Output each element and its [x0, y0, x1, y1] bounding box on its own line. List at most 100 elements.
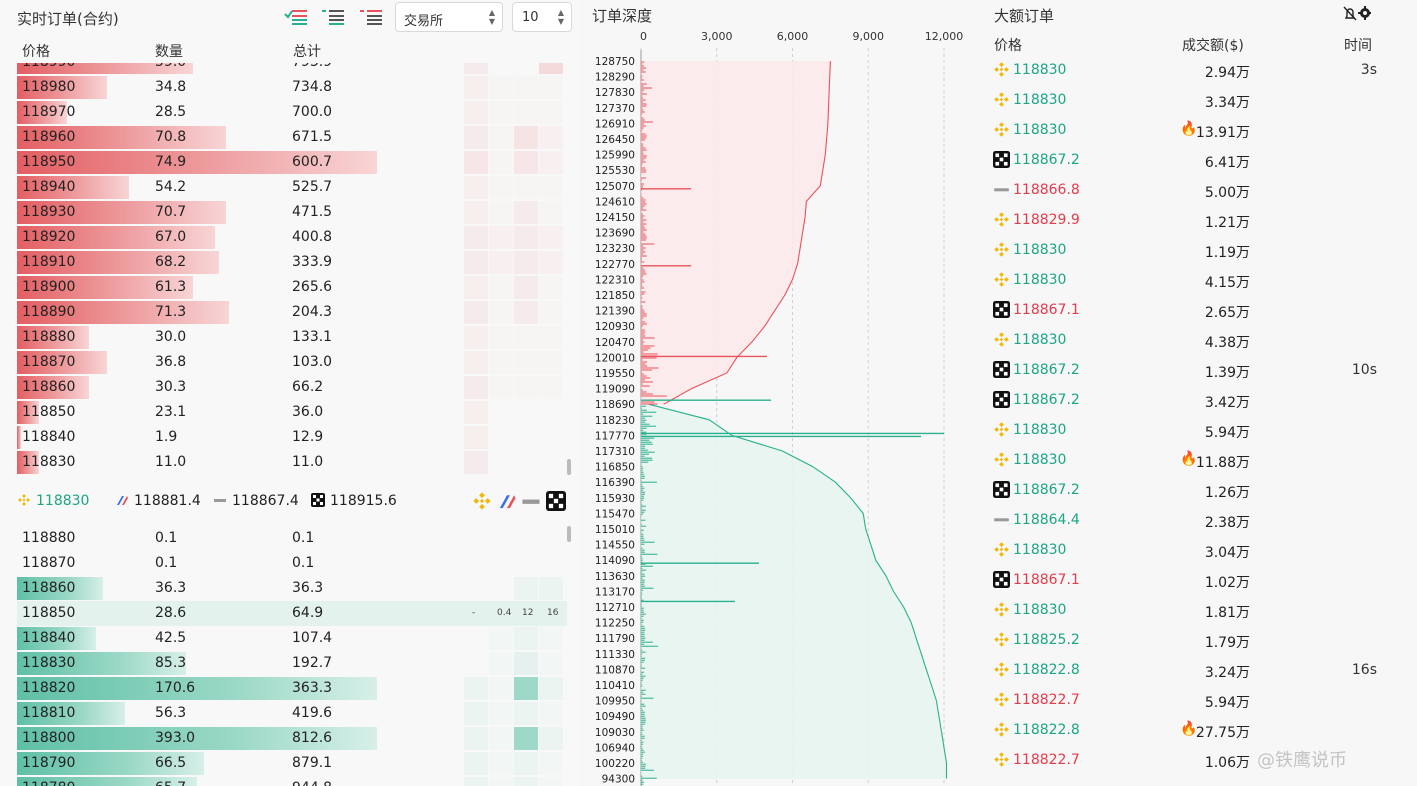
view-both-icon[interactable] — [283, 7, 309, 27]
exchange-price-bitget: 118867.4 — [213, 493, 299, 509]
big-order-row[interactable]: 118867.2 3.42万 — [987, 386, 1417, 416]
ask-row[interactable]: 118930 70.7 471.5 — [17, 200, 567, 225]
ask-row[interactable]: 118980 34.8 734.8 — [17, 75, 567, 100]
big-order-row[interactable]: 118867.1 1.02万 — [987, 566, 1417, 596]
ask-row[interactable]: 118950 74.9 600.7 — [17, 150, 567, 175]
heat-cell — [514, 777, 538, 786]
depth-select-value: 10 — [522, 10, 539, 25]
heat-cell — [514, 226, 538, 249]
price-tick-label: 126450 — [595, 134, 635, 146]
ask-row[interactable]: 118830 11.0 11.0 — [17, 450, 567, 475]
bids-list[interactable]: 118880 0.1 0.1 118870 0.1 0.1 118860 36.3 36.3 - 0… — [17, 526, 567, 786]
big-order-row[interactable]: 118830 🔥 13.91万 — [987, 116, 1417, 146]
binance-filter-icon[interactable] — [472, 491, 492, 511]
ask-depth-bar — [17, 63, 194, 74]
big-order-row[interactable]: 118830 4.15万 — [987, 266, 1417, 296]
heat-cell — [539, 301, 563, 324]
big-order-row[interactable]: 118830 2.94万 3s — [987, 56, 1417, 86]
big-order-price: 118830 — [1013, 452, 1067, 468]
bid-row[interactable]: 118880 0.1 0.1 — [17, 526, 567, 551]
big-order-row[interactable]: 118822.7 1.06万 — [987, 746, 1417, 776]
big-order-row[interactable]: 118830 1.81万 — [987, 596, 1417, 626]
heat-cell — [514, 627, 538, 650]
big-order-row[interactable]: 118830 🔥 11.88万 — [987, 446, 1417, 476]
bid-row[interactable]: 118830 85.3 192.7 — [17, 651, 567, 676]
big-order-time: 3s — [1360, 62, 1377, 78]
ask-row[interactable]: 118970 28.5 700.0 — [17, 100, 567, 125]
big-order-row[interactable]: 118822.7 5.94万 — [987, 686, 1417, 716]
ask-row[interactable]: 118840 1.9 12.9 — [17, 425, 567, 450]
big-order-row[interactable]: 118829.9 1.21万 — [987, 206, 1417, 236]
ask-row[interactable]: 118910 68.2 333.9 — [17, 250, 567, 275]
ask-row[interactable]: 118880 30.0 133.1 — [17, 325, 567, 350]
big-order-row[interactable]: 118830 4.38万 — [987, 326, 1417, 356]
ask-row[interactable]: 118920 67.0 400.8 — [17, 225, 567, 250]
bybit-filter-icon[interactable] — [497, 491, 517, 511]
total-column-header: 总计 — [293, 44, 321, 60]
big-order-row[interactable]: 118830 1.19万 — [987, 236, 1417, 266]
bitget-filter-icon[interactable] — [521, 491, 541, 511]
big-order-row[interactable]: 118866.8 5.00万 — [987, 176, 1417, 206]
price-tick-label: 126910 — [595, 118, 635, 130]
big-order-row[interactable]: 118864.4 2.38万 — [987, 506, 1417, 536]
ask-row[interactable]: 118850 23.1 36.0 — [17, 400, 567, 425]
heat-cell — [464, 376, 488, 399]
ask-row[interactable]: 118900 61.3 265.6 — [17, 275, 567, 300]
row-total: 66.2 — [292, 379, 324, 395]
ask-row[interactable]: 118860 30.3 66.2 — [17, 375, 567, 400]
big-order-row[interactable]: 118867.2 6.41万 — [987, 146, 1417, 176]
fire-icon: 🔥 — [1180, 121, 1198, 137]
big-order-row[interactable]: 118867.2 1.39万 10s — [987, 356, 1417, 386]
bid-row[interactable]: 118820 170.6 363.3 — [17, 676, 567, 701]
big-order-row[interactable]: 118830 5.94万 — [987, 416, 1417, 446]
ask-row[interactable]: 118960 70.8 671.5 — [17, 125, 567, 150]
ask-depth-bar — [17, 451, 39, 474]
big-order-row[interactable]: 118822.8 🔥 27.75万 — [987, 716, 1417, 746]
heat-cell — [514, 126, 538, 149]
heat-cell — [539, 727, 563, 750]
gear-icon[interactable] — [1358, 6, 1371, 20]
bid-row[interactable]: 118790 66.5 879.1 — [17, 751, 567, 776]
binance-icon — [993, 271, 1010, 288]
bid-row[interactable]: 118800 393.0 812.6 — [17, 726, 567, 751]
asks-list[interactable]: 118990 59.0 793.9 118980 34.8 734.8 118970 28.5… — [17, 63, 567, 475]
bid-row[interactable]: - 0.4 12 16 118850 28.6 64.9 — [17, 601, 567, 626]
big-order-row[interactable]: 118867.1 2.65万 — [987, 296, 1417, 326]
bid-row[interactable]: 118860 36.3 36.3 — [17, 576, 567, 601]
big-order-row[interactable]: 118830 3.04万 — [987, 536, 1417, 566]
price-tick-label: 123230 — [595, 243, 635, 255]
depth-select[interactable]: 10 ▲ ▼ — [512, 2, 572, 32]
bid-row[interactable]: 118780 65.7 944.8 — [17, 776, 567, 786]
bell-off-icon[interactable] — [1343, 6, 1357, 21]
bitget-icon — [214, 499, 226, 502]
bid-row[interactable]: 118840 42.5 107.4 — [17, 626, 567, 651]
okx-filter-icon[interactable] — [546, 491, 566, 511]
view-asks-icon[interactable] — [358, 7, 384, 27]
big-order-time: 16s — [1351, 662, 1377, 678]
bids-scrollbar[interactable] — [567, 526, 571, 542]
ask-depth-bar — [17, 126, 226, 149]
ask-row[interactable]: 118890 71.3 204.3 — [17, 300, 567, 325]
heat-cell — [489, 301, 513, 324]
bid-row[interactable]: 118810 56.3 419.6 — [17, 701, 567, 726]
big-order-row[interactable]: 118867.2 1.26万 — [987, 476, 1417, 506]
exchange-select[interactable]: 交易所 ▲ ▼ — [395, 2, 503, 32]
x-tick-label: 6,000 — [777, 30, 809, 43]
ask-row[interactable]: 118990 59.0 793.9 — [17, 63, 567, 75]
exchange-select-value: 交易所 — [404, 14, 444, 29]
price-tick-label: 112250 — [595, 618, 635, 630]
big-order-price: 118830 — [1013, 272, 1067, 288]
heat-cell — [539, 151, 563, 174]
big-order-row[interactable]: 118825.2 1.79万 — [987, 626, 1417, 656]
bid-row[interactable]: 118870 0.1 0.1 — [17, 551, 567, 576]
heat-cell — [514, 276, 538, 299]
asks-scrollbar[interactable] — [567, 459, 571, 475]
ask-row[interactable]: 118870 36.8 103.0 — [17, 350, 567, 375]
view-bids-icon[interactable] — [320, 7, 346, 27]
big-order-row[interactable]: 118830 3.34万 — [987, 86, 1417, 116]
ask-row[interactable]: 118940 54.2 525.7 — [17, 175, 567, 200]
big-order-row[interactable]: 118822.8 3.24万 16s — [987, 656, 1417, 686]
row-total: 133.1 — [292, 329, 333, 345]
heat-cell — [489, 727, 513, 750]
big-order-price: 118866.8 — [1013, 182, 1080, 198]
